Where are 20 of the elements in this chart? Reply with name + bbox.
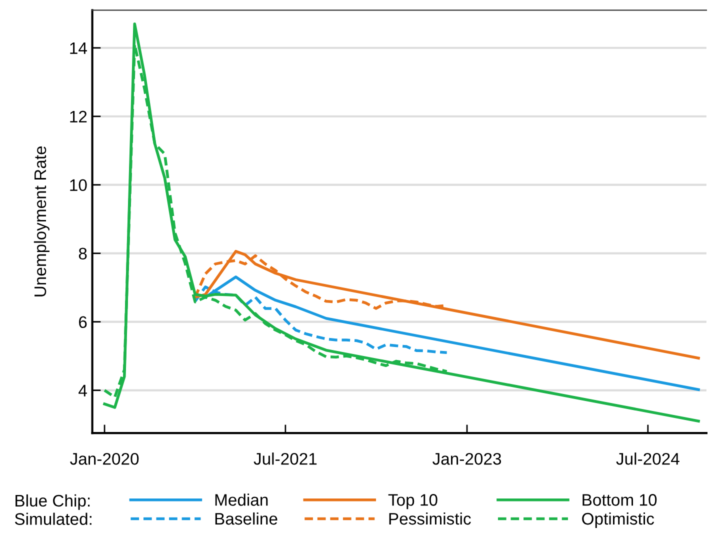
legend-label: Top 10 bbox=[388, 494, 438, 510]
x-tick-label: Jul-2024 bbox=[616, 452, 680, 465]
y-tick-label: 12 bbox=[70, 110, 87, 122]
y-tick-label: 14 bbox=[70, 42, 87, 54]
legend-label: Optimistic bbox=[582, 512, 654, 528]
y-tick-label: 10 bbox=[70, 179, 87, 192]
line-series bbox=[103, 22, 700, 422]
x-tick-label: Jan-2020 bbox=[70, 452, 139, 465]
y-tick-label: 8 bbox=[78, 248, 87, 260]
y-tick-label: 6 bbox=[79, 316, 87, 328]
legend-label: Median bbox=[215, 494, 268, 506]
x-tick-label: Jan-2023 bbox=[432, 452, 502, 465]
y-axis-title: Unemployment Rate bbox=[34, 146, 50, 296]
legend-label: Bottom 10 bbox=[582, 494, 657, 506]
y-tick-label: 4 bbox=[78, 384, 87, 396]
legend-label: Pessimistic bbox=[389, 512, 471, 525]
legend-label: Baseline bbox=[215, 512, 278, 525]
x-tick-label: Jul-2021 bbox=[254, 452, 317, 465]
text: Simulated: bbox=[14, 512, 92, 525]
text: Blue Chip: bbox=[16, 494, 90, 510]
